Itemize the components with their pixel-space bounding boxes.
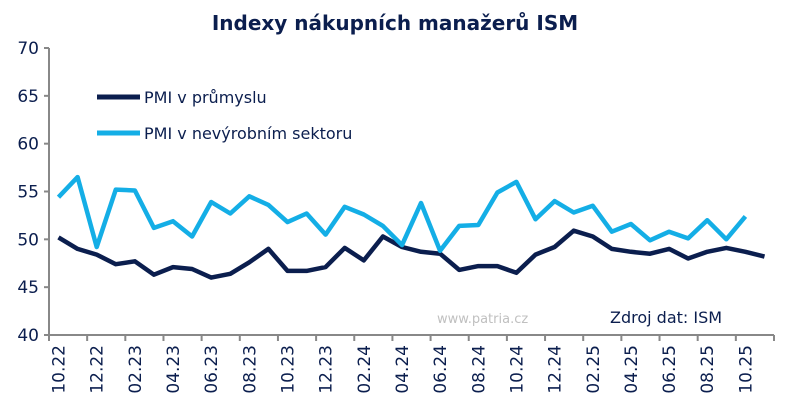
chart-title: Indexy nákupních manažerů ISM: [212, 11, 578, 35]
x-tick-label: 12.24: [546, 345, 566, 394]
y-axis: 40 45 50 55 60 65 70: [17, 39, 49, 346]
x-tick-label: 12.23: [317, 345, 337, 394]
x-tick-label: 04.24: [393, 345, 413, 394]
series-line-services: [59, 177, 746, 251]
y-tick-label: 70: [17, 39, 39, 59]
x-tick-label: 10.22: [50, 345, 70, 394]
y-tick-label: 50: [17, 230, 39, 250]
x-tick-label: 08.25: [698, 345, 718, 394]
x-tick-label: 04.25: [622, 345, 642, 394]
x-tick-label: 06.24: [431, 345, 451, 394]
y-tick-label: 65: [17, 87, 39, 107]
legend: PMI v průmyslu PMI v nevýrobním sektoru: [97, 88, 352, 143]
x-tick-label: 08.24: [469, 345, 489, 394]
legend-label-services: PMI v nevýrobním sektoru: [144, 124, 352, 143]
x-tick-label: 10.24: [507, 345, 527, 394]
x-tick-label: 02.24: [355, 345, 375, 394]
y-tick-label: 60: [17, 135, 39, 155]
x-tick-label: 10.25: [736, 345, 756, 394]
x-tick-label: 06.25: [660, 345, 680, 394]
x-tick-label: 12.22: [88, 345, 108, 394]
x-tick-label: 04.23: [164, 345, 184, 394]
x-tick-label: 02.25: [584, 345, 604, 394]
watermark: www.patria.cz: [437, 312, 528, 327]
source-note: Zdroj dat: ISM: [610, 308, 722, 327]
y-tick-label: 40: [17, 326, 39, 346]
x-axis: 10.22 12.22 02.23 04.23 06.23 08.23 10.23 12.23…: [49, 335, 774, 394]
legend-label-manufacturing: PMI v průmyslu: [144, 88, 267, 107]
x-tick-label: 08.23: [240, 345, 260, 394]
x-tick-label: 02.23: [126, 345, 146, 394]
x-tick-label: 10.23: [278, 345, 298, 394]
y-tick-label: 55: [17, 183, 39, 203]
y-tick-label: 45: [17, 278, 39, 298]
x-tick-label: 06.23: [202, 345, 222, 394]
series-lines: [58, 177, 764, 278]
